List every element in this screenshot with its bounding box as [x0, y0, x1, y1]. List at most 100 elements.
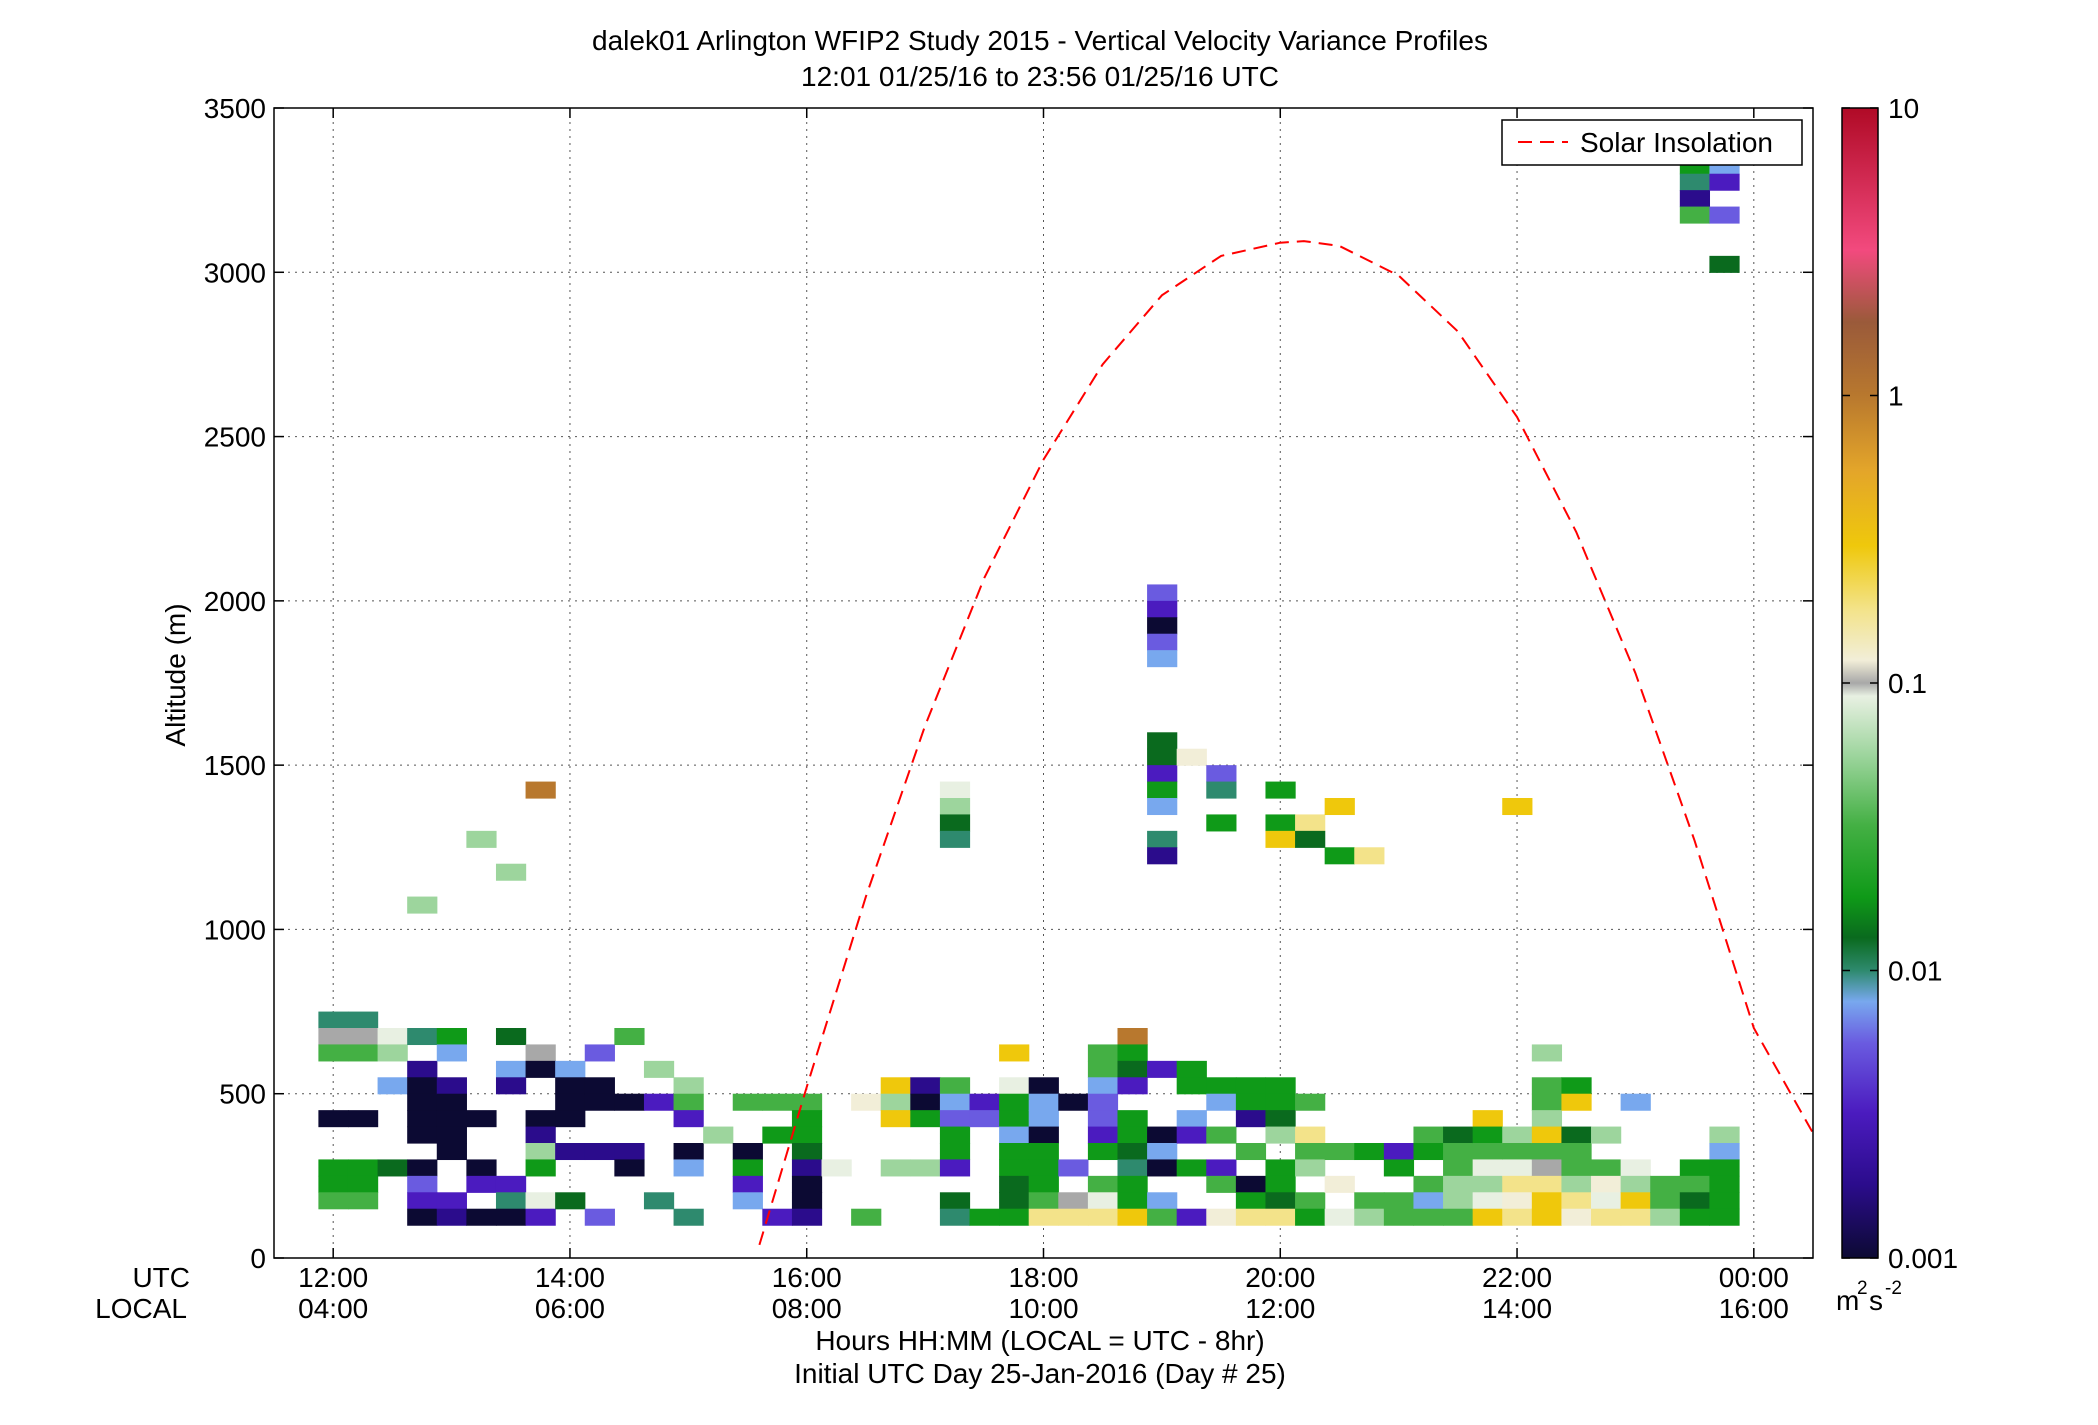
heatmap-cell [1117, 1110, 1148, 1128]
heatmap-cell [1147, 847, 1178, 865]
axes: 050010001500200025003000350012:0004:0014… [204, 93, 1814, 1324]
heatmap-cell [1058, 1192, 1089, 1210]
heatmap-cell [1028, 1093, 1059, 1111]
heatmap-cell [1117, 1126, 1148, 1144]
heatmap-cell [1265, 1110, 1296, 1128]
colorbar-tick-label: 10 [1888, 93, 1919, 124]
heatmap-cell [555, 1060, 586, 1078]
heatmap-cell [1295, 1208, 1326, 1226]
heatmap-cell [347, 1028, 379, 1046]
y-tick-label: 2000 [204, 586, 266, 617]
x-tick-label-utc: 14:00 [535, 1262, 605, 1293]
heatmap-cell [614, 1143, 645, 1161]
heatmap-cell [1206, 1175, 1237, 1193]
heatmap-cell [377, 1044, 408, 1062]
heatmap-cell [495, 863, 527, 881]
x-tick-label-local: 04:00 [298, 1293, 368, 1324]
heatmap-cell [1679, 1192, 1711, 1210]
heatmap-cell [1087, 1192, 1119, 1210]
heatmap-cell [318, 1044, 349, 1062]
heatmap-cell [1087, 1060, 1119, 1078]
heatmap-cell [673, 1093, 704, 1111]
heatmap-cell [407, 1060, 438, 1078]
heatmap-cell [584, 1044, 615, 1062]
heatmap-cell [1709, 1126, 1740, 1144]
heatmap-cell [1561, 1093, 1592, 1111]
heatmap-cell [880, 1159, 911, 1177]
heatmap-cell [1591, 1126, 1622, 1144]
heatmap-cell [1295, 1192, 1326, 1210]
heatmap-cell [939, 798, 971, 816]
heatmap-cell [880, 1077, 911, 1095]
heatmap-cell [969, 1093, 1000, 1111]
heatmap-cell [495, 1077, 527, 1095]
heatmap-cell [525, 1208, 556, 1226]
heatmap-cell [673, 1159, 704, 1177]
heatmap-cell [1709, 173, 1740, 191]
heatmap-cell [1265, 830, 1296, 848]
heatmap-cell [1265, 1192, 1296, 1210]
y-tick-label: 2500 [204, 422, 266, 453]
heatmap-cell [1650, 1208, 1681, 1226]
heatmap-cell [1383, 1143, 1415, 1161]
x-tick-label-utc: 16:00 [772, 1262, 842, 1293]
heatmap-cell [407, 1126, 438, 1144]
heatmap-cell [999, 1192, 1030, 1210]
heatmap-cell [1265, 1175, 1296, 1193]
colorbar: 0.001 0.01 0.1 1 10 [1841, 93, 1958, 1274]
y-tick-label: 3000 [204, 257, 266, 288]
heatmap-cell [525, 781, 556, 799]
heatmap-cell [1472, 1208, 1503, 1226]
heatmap-cell [555, 1077, 586, 1095]
heatmap-cell [1591, 1175, 1622, 1193]
x-tick-label-utc: 00:00 [1719, 1262, 1789, 1293]
heatmap-cell [732, 1175, 763, 1193]
heatmap-cell [1265, 1208, 1296, 1226]
heatmap-cell [1176, 1060, 1207, 1078]
x-row-label-local: LOCAL [95, 1293, 187, 1324]
x-tick-label-utc: 22:00 [1482, 1262, 1552, 1293]
heatmap-cell [1531, 1143, 1563, 1161]
heatmap-cell [1028, 1159, 1059, 1177]
y-tick-label: 0 [250, 1243, 266, 1274]
heatmap-cell [643, 1192, 675, 1210]
heatmap-cell [762, 1093, 793, 1111]
heatmap-cell [1709, 1175, 1740, 1193]
heatmap-cell [1561, 1208, 1592, 1226]
heatmap-cell [999, 1159, 1030, 1177]
heatmap-cell [525, 1060, 556, 1078]
heatmap-cell [1443, 1208, 1474, 1226]
heatmap-cell [1028, 1126, 1059, 1144]
heatmap-cell [436, 1126, 467, 1144]
heatmap-cell [1591, 1192, 1622, 1210]
heatmap-cell [1206, 1159, 1237, 1177]
heatmap-cell [999, 1208, 1030, 1226]
heatmap-cell [584, 1208, 615, 1226]
colorbar-tick-label: 0.1 [1888, 668, 1927, 699]
heatmap-cell [347, 1175, 379, 1193]
heatmap-cell [1561, 1126, 1592, 1144]
heatmap-cell [466, 1110, 497, 1128]
heatmap-cell [614, 1028, 645, 1046]
heatmap-cell [1176, 1110, 1207, 1128]
heatmap-cell [466, 830, 497, 848]
heatmap-cell [495, 1060, 527, 1078]
heatmap-cell [436, 1044, 467, 1062]
heatmap-cell [939, 830, 971, 848]
heatmap-cell [791, 1192, 823, 1210]
heatmap-cell [1117, 1208, 1148, 1226]
colorbar-unit: m 2 s -2 [1836, 1278, 1902, 1316]
heatmap-cell [1531, 1110, 1563, 1128]
heatmap-cell [1087, 1077, 1119, 1095]
heatmap-cell [1561, 1175, 1592, 1193]
heatmap-cells [318, 157, 1740, 1226]
heatmap-cell [939, 1192, 971, 1210]
heatmap-cell [910, 1159, 941, 1177]
heatmap-cell [1147, 732, 1178, 750]
heatmap-cell [1413, 1192, 1444, 1210]
heatmap-cell [1354, 1143, 1385, 1161]
heatmap-cell [1679, 1208, 1711, 1226]
heatmap-cell [1620, 1192, 1651, 1210]
heatmap-cell [407, 1093, 438, 1111]
heatmap-cell [318, 1110, 349, 1128]
